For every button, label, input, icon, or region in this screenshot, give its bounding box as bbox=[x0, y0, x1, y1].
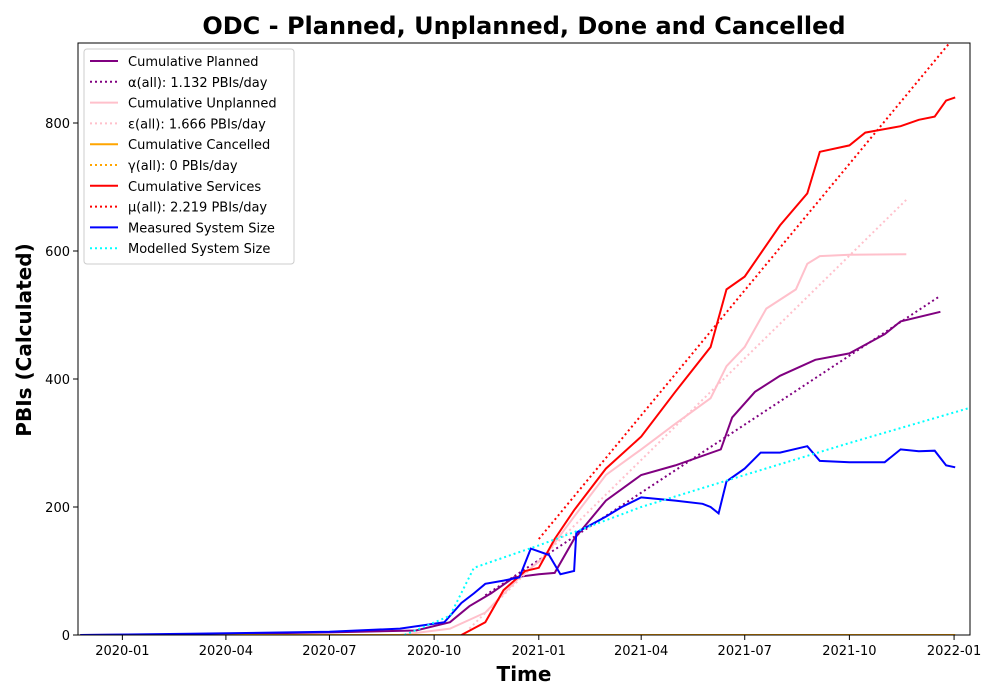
legend: Cumulative Planned α(all): 1.132 PBIs/day… bbox=[83, 48, 295, 265]
y-tick-label: 200 bbox=[45, 501, 70, 516]
series-line-measured-system-size bbox=[80, 445, 956, 635]
legend-label: Measured System Size bbox=[128, 221, 275, 236]
y-axis-label: PBIs (Calculated) bbox=[12, 243, 36, 436]
legend-label: α(all): 1.132 PBIs/day bbox=[128, 76, 268, 91]
x-tick-label: 2020-04 bbox=[199, 644, 253, 659]
x-tick-label: 2020-10 bbox=[407, 644, 461, 659]
x-tick-label: 2021-01 bbox=[512, 644, 566, 659]
plot-frame bbox=[77, 42, 971, 636]
y-tick-label: 800 bbox=[45, 117, 70, 132]
legend-label: Modelled System Size bbox=[128, 242, 270, 257]
series-line-all-1-666-pbis-day bbox=[468, 199, 908, 630]
legend-label: Cumulative Planned bbox=[128, 55, 258, 70]
x-tick-label: 2021-04 bbox=[614, 644, 668, 659]
x-axis: 2020-01 2020-04 2020-07 2020-10 2021-01 2021-… bbox=[95, 635, 981, 659]
x-tick-label: 2022-01 bbox=[927, 644, 981, 659]
legend-label: Cumulative Services bbox=[128, 180, 261, 195]
legend-label: μ(all): 2.219 PBIs/day bbox=[128, 201, 267, 216]
y-tick-label: 0 bbox=[62, 629, 70, 644]
x-tick-label: 2020-07 bbox=[302, 644, 356, 659]
legend-label: γ(all): 0 PBIs/day bbox=[128, 159, 238, 174]
legend-label: Cumulative Cancelled bbox=[128, 138, 270, 153]
series-line-cumulative-unplanned bbox=[399, 253, 907, 635]
legend-box bbox=[83, 48, 295, 265]
y-axis: 0 200 400 600 800 bbox=[45, 117, 78, 644]
x-tick-label: 2020-01 bbox=[95, 644, 149, 659]
legend-label: ε(all): 1.666 PBIs/day bbox=[128, 117, 266, 132]
x-tick-label: 2021-07 bbox=[718, 644, 772, 659]
x-tick-label: 2021-10 bbox=[822, 644, 876, 659]
series-line-modelled-system-size bbox=[404, 406, 970, 635]
series-line-cumulative-planned bbox=[80, 310, 941, 635]
chart-title: ODC - Planned, Unplanned, Done and Cance… bbox=[202, 12, 845, 40]
plot-area bbox=[80, 43, 970, 635]
y-tick-label: 400 bbox=[45, 373, 70, 388]
legend-label: Cumulative Unplanned bbox=[128, 97, 277, 112]
x-axis-label: Time bbox=[497, 662, 552, 686]
series-line-all-2-219-pbis-day bbox=[538, 43, 951, 540]
series-line-all-1-132-pbis-day bbox=[484, 294, 941, 597]
series-line-cumulative-services bbox=[460, 96, 956, 635]
y-tick-label: 600 bbox=[45, 245, 70, 260]
